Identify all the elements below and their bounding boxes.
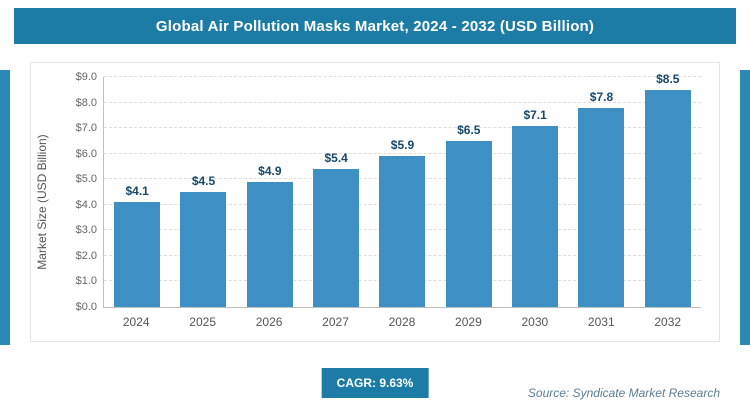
bar-value-label: $4.5 — [191, 174, 216, 188]
y-tick-label: $9.0 — [75, 71, 97, 83]
x-tick-label: 2026 — [255, 315, 283, 329]
x-tick-label: 2030 — [521, 315, 549, 329]
y-axis-title: Market Size (USD Billion) — [35, 134, 49, 270]
chart-title-bar: Global Air Pollution Masks Market, 2024 … — [14, 8, 736, 44]
bar-slot: $7.1 — [502, 108, 568, 307]
bar-value-label: $5.4 — [324, 151, 348, 165]
bar-value-label: $8.5 — [656, 71, 680, 86]
bars-row: $4.1 $4.5 $4.9 $5.4 $5.9 $6.5 $7.1 $7.8 $8.5 — [104, 72, 701, 307]
bar-slot: $7.8 — [568, 90, 634, 307]
x-tick-label: 2032 — [654, 315, 682, 329]
bar — [379, 156, 426, 307]
bar — [246, 181, 293, 307]
bar-slot: $8.5 — [635, 72, 701, 307]
bar-slot: $4.9 — [237, 164, 303, 307]
gridline — [104, 127, 701, 129]
x-tick-label: 2031 — [587, 315, 615, 329]
plot-area: $0.0 $1.0 $2.0 $3.0 $4.0 $5.0 $6.0 $7.0 $8.0 $9.0… — [76, 71, 701, 313]
bar — [445, 140, 492, 307]
source-attribution: Source: Syndicate Market Research — [527, 386, 720, 400]
bar-chart: Market Size (USD Billion) $0.0 $1.0 $2.0 $3… — [30, 62, 720, 342]
bar-slot: $5.4 — [303, 151, 369, 307]
x-tick-label: 2024 — [122, 315, 150, 329]
right-accent-strip — [740, 70, 750, 345]
cagr-badge: CAGR: 9.63% — [321, 368, 429, 398]
chart-title: Global Air Pollution Masks Market, 2024 … — [155, 17, 595, 35]
y-tick-label: $4.0 — [75, 198, 97, 211]
bar-value-label: $5.9 — [390, 138, 415, 153]
gridline — [104, 76, 701, 77]
bar — [114, 202, 161, 307]
y-tick-label: $7.0 — [75, 122, 97, 135]
bar-value-label: $7.8 — [589, 89, 614, 104]
bar-slot: $5.9 — [369, 138, 435, 307]
bar-slot: $6.5 — [436, 123, 502, 307]
bar-value-label: $4.9 — [258, 163, 282, 178]
bar-value-label: $6.5 — [457, 122, 481, 137]
bar-slot: $4.1 — [104, 184, 170, 307]
plot-wrapper: $0.0 $1.0 $2.0 $3.0 $4.0 $5.0 $6.0 $7.0 $8.0 $9.0… — [76, 71, 701, 329]
y-tick-label: $2.0 — [75, 249, 97, 262]
x-tick-label: 2028 — [388, 315, 416, 329]
left-accent-strip — [0, 70, 10, 345]
y-tick-label: $6.0 — [75, 147, 97, 160]
y-tick-label: $8.0 — [75, 96, 97, 109]
bar — [578, 107, 625, 307]
bar-value-label: $4.1 — [125, 184, 149, 199]
y-tick-label: $5.0 — [75, 173, 97, 186]
x-tick-label: 2029 — [455, 315, 482, 329]
y-tick-label: $1.0 — [75, 275, 97, 288]
bar — [180, 192, 227, 307]
bar — [512, 125, 559, 307]
gridline — [104, 101, 701, 103]
y-tick-label: $0.0 — [75, 301, 97, 313]
bar-value-label: $7.1 — [523, 107, 547, 122]
bar — [644, 89, 691, 307]
y-tick-label: $3.0 — [75, 224, 97, 237]
gridline — [104, 152, 701, 154]
x-tick-label: 2025 — [189, 315, 216, 329]
x-axis-labels: 2024 2025 2026 2027 2028 2029 2030 2031 2032 — [103, 315, 701, 329]
bar-slot: $4.5 — [170, 174, 236, 307]
x-tick-label: 2027 — [322, 315, 349, 329]
bar — [313, 169, 360, 307]
